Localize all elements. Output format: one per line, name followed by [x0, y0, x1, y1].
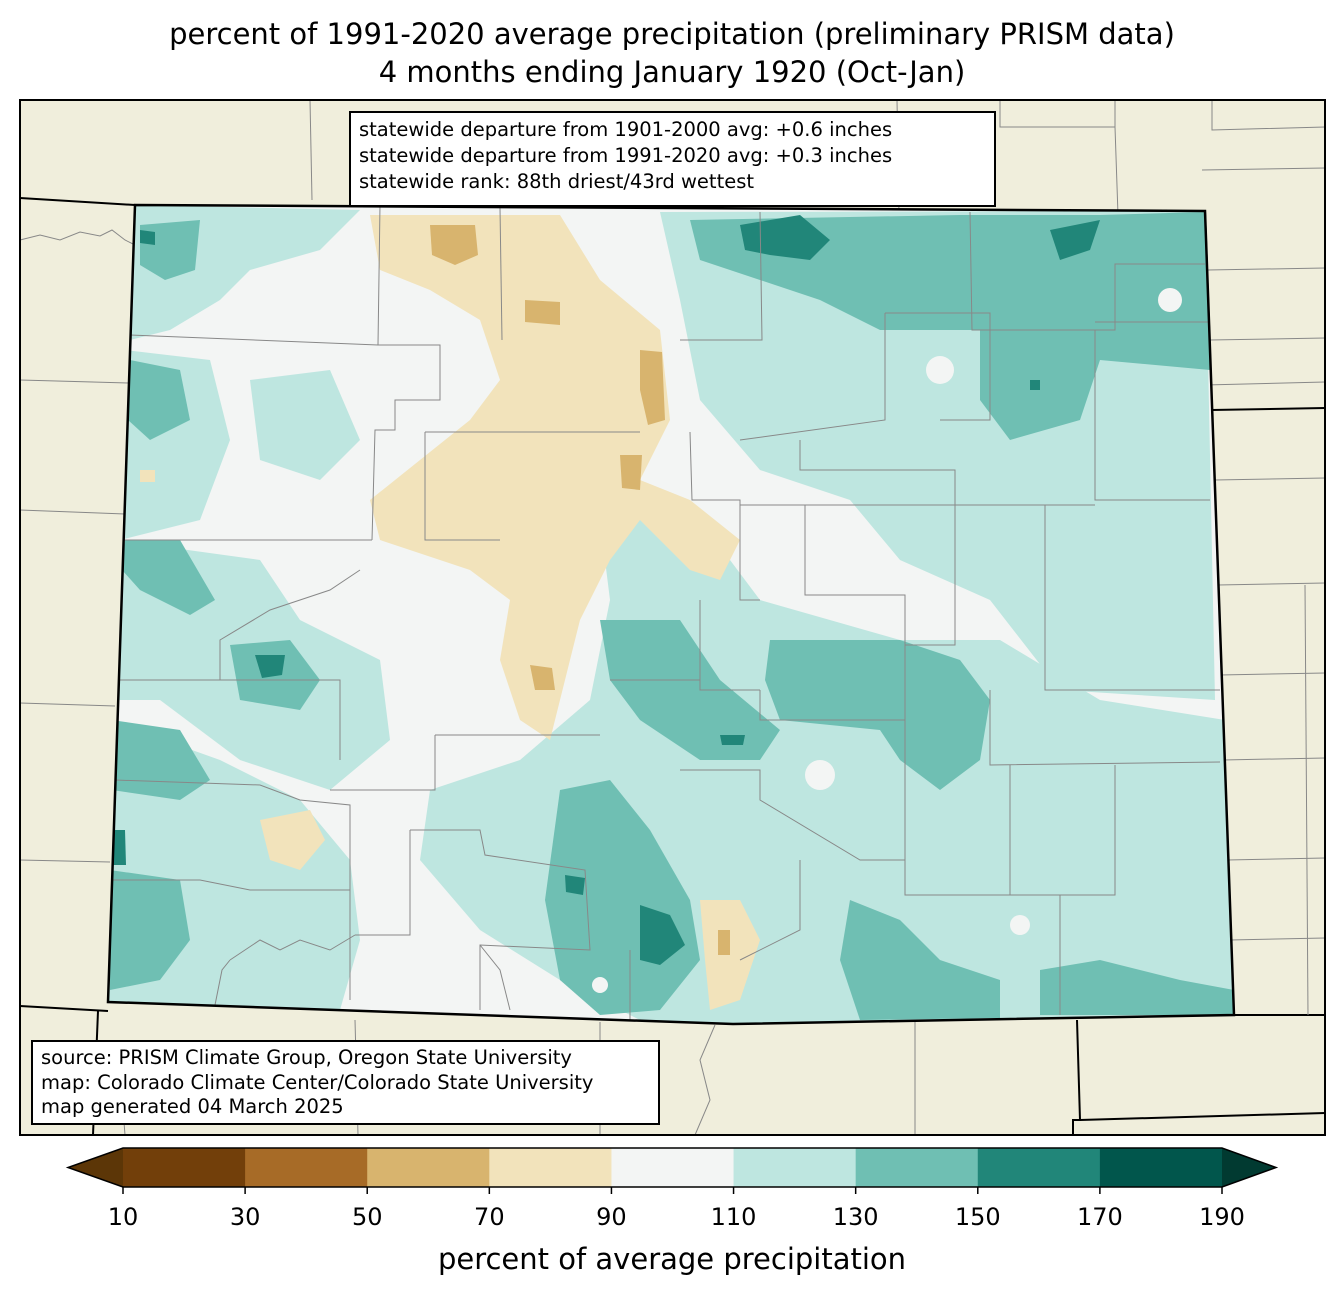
colorbar-tick-label: 70: [474, 1203, 505, 1231]
map-subtitle: 4 months ending January 1920 (Oct-Jan): [378, 55, 966, 89]
map-frame: [19, 99, 1326, 1136]
colorbar-tick-label: 170: [1076, 1203, 1123, 1231]
precipitation-field: [108, 205, 1234, 1024]
colorbar-segment: [367, 1148, 490, 1187]
colorbar-segment: [733, 1148, 857, 1187]
colorbar: [65, 1147, 1279, 1194]
map-title: percent of 1991-2020 average precipitati…: [169, 17, 1175, 51]
colorbar-tick-label: 110: [710, 1203, 757, 1231]
colorbar-tick-label: 130: [832, 1203, 879, 1231]
colorbar-tick-label: 10: [107, 1203, 139, 1231]
colorbar-tick-label: 50: [351, 1203, 383, 1231]
colorbar-segment: [123, 1148, 246, 1187]
colorbar-segment: [1099, 1148, 1223, 1187]
source-line-generated: map generated 04 March 2025: [41, 1095, 344, 1118]
source-line-prism: source: PRISM Climate Group, Oregon Stat…: [41, 1046, 572, 1069]
source-box: source: PRISM Climate Group, Oregon Stat…: [31, 1040, 660, 1125]
colorbar-tick-label: 150: [954, 1203, 1001, 1231]
colorbar-segment: [489, 1148, 612, 1187]
colorbar-tick-label: 190: [1199, 1203, 1245, 1231]
colorbar-segment: [977, 1148, 1101, 1187]
stat-rank: statewide rank: 88th driest/43rd wettest: [359, 170, 755, 193]
colorbar-under-arrow: [68, 1148, 123, 1187]
colorbar-segment: [855, 1148, 979, 1187]
colorbar-segment: [611, 1148, 735, 1187]
colorbar-tick-label: 90: [596, 1203, 627, 1231]
colorado-border: [106, 203, 1236, 1026]
statistics-box: statewide departure from 1901-2000 avg: …: [349, 111, 996, 207]
colorbar-tick-label: 30: [229, 1203, 261, 1231]
colorbar-over-arrow: [1222, 1148, 1276, 1187]
colorbar-label: percent of average precipitation: [437, 1242, 907, 1276]
colorbar-segment: [245, 1148, 368, 1187]
source-line-map: map: Colorado Climate Center/Colorado St…: [41, 1070, 594, 1094]
stat-departure-1991-2020: statewide departure from 1991-2020 avg: …: [359, 144, 893, 167]
stat-departure-1901-2000: statewide departure from 1901-2000 avg: …: [359, 118, 893, 141]
county-lines: [110, 205, 1221, 1020]
